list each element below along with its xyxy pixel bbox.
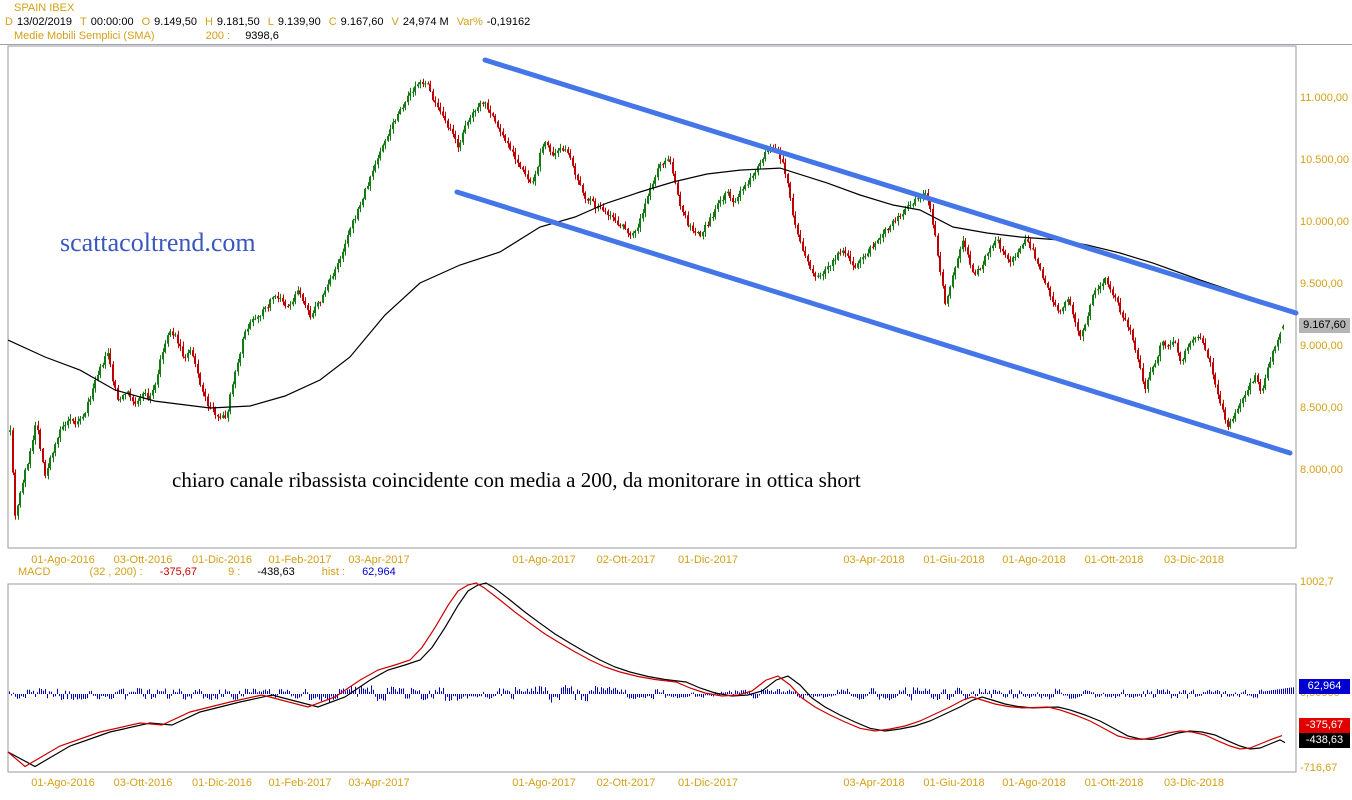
field-value: 9.139,90 <box>277 16 321 28</box>
macd-line <box>7 582 1283 768</box>
macd-min-label: -716,67 <box>1300 762 1338 774</box>
field-label: C <box>328 16 337 28</box>
ohlc-field-d: D 13/02/2019 <box>5 16 76 28</box>
price-tick-label: 10.000,00 <box>1300 216 1349 228</box>
hist-value-box: 62,964 <box>1299 679 1350 694</box>
macd-hist-label: hist : <box>321 566 345 578</box>
ohlc-field-l: L 9.139,90 <box>268 16 325 28</box>
date-tick-label: 02-Ott-2017 <box>596 777 656 789</box>
macd-value-box: -375,67 <box>1299 718 1350 733</box>
candles-up-bodies <box>9 81 1284 516</box>
date-tick-label: 01-Feb-2017 <box>268 777 332 789</box>
price-tick-label: 11.000,00 <box>1300 92 1349 104</box>
macd-signal-label: 9 : <box>228 566 241 578</box>
sma-info-bar: Medie Mobili Semplici (SMA) 200 : 9398,6 <box>14 30 283 42</box>
price-tick-label: 9.000,00 <box>1300 340 1343 352</box>
date-tick-label: 01-Ago-2017 <box>512 554 576 566</box>
date-tick-label: 01-Ago-2016 <box>31 554 95 566</box>
macd-params-label: (32 , 200) : <box>89 566 143 578</box>
ohlc-field-v: V 24,974 M <box>391 16 452 28</box>
price-tick-label: 9.500,00 <box>1300 278 1343 290</box>
field-label: Var% <box>456 16 483 28</box>
field-label: T <box>80 16 87 28</box>
macd-signal-line <box>7 582 1286 768</box>
date-tick-label: 02-Ott-2017 <box>596 554 656 566</box>
field-value: 9.181,50 <box>216 16 260 28</box>
ohlc-field-t: T 00:00:00 <box>80 16 138 28</box>
price-tick-label: 10.500,00 <box>1300 154 1349 166</box>
date-tick-label: 01-Giu-2018 <box>923 554 985 566</box>
date-tick-label: 01-Ago-2016 <box>31 777 95 789</box>
field-label: L <box>267 16 274 28</box>
date-tick-label: 01-Feb-2017 <box>268 554 332 566</box>
macd-value: -375,67 <box>159 566 198 578</box>
date-tick-label: 01-Dic-2017 <box>678 777 738 789</box>
macd-signal-value: -438,63 <box>257 566 295 578</box>
price-tick-label: 8.500,00 <box>1300 402 1343 414</box>
date-tick-label: 03-Ott-2016 <box>113 777 173 789</box>
ohlc-bar: D 13/02/2019 T 00:00:00 O 9.149,50 H 9.181,50 L 9… <box>5 16 538 28</box>
annotation-text: chiaro canale ribassista coincidente con… <box>172 468 861 492</box>
sma-value: 9398,6 <box>245 30 279 42</box>
macd-max-label: 1002,7 <box>1300 576 1334 588</box>
macd-histogram <box>9 685 1294 703</box>
field-label: O <box>141 16 151 28</box>
date-tick-label: 01-Ott-2018 <box>1084 554 1144 566</box>
field-label: V <box>391 16 399 28</box>
channel-lower-trendline <box>454 189 1293 456</box>
channel-upper-trendline <box>482 57 1299 316</box>
sma-label: Medie Mobili Semplici (SMA) <box>14 30 155 42</box>
macd-info-bar: MACD (32 , 200) : -375,67 9 : -438,63 hi… <box>18 566 396 578</box>
watermark: scattacoltrend.com <box>60 228 256 257</box>
ohlc-field-h: H 9.181,50 <box>205 16 264 28</box>
field-label: H <box>204 16 213 28</box>
date-tick-label: 01-Ott-2018 <box>1084 777 1144 789</box>
field-value: 00:00:00 <box>90 16 134 28</box>
date-tick-label: 01-Dic-2017 <box>678 554 738 566</box>
ohlc-field-c: C 9.167,60 <box>329 16 388 28</box>
field-value: 9.149,50 <box>154 16 197 28</box>
last-price-box: 9.167,60 <box>1299 318 1350 333</box>
ohlc-field-var: Var% -0,19162 <box>457 16 535 28</box>
date-tick-label: 03-Dic-2018 <box>1164 777 1224 789</box>
price-tick-label: 8.000,00 <box>1300 464 1343 476</box>
date-tick-label: 01-Giu-2018 <box>923 777 985 789</box>
date-tick-label: 03-Dic-2018 <box>1164 554 1224 566</box>
header-separator <box>0 44 1352 45</box>
macd-plot-frame <box>7 583 1297 773</box>
main-plot-frame <box>7 45 1297 549</box>
date-tick-label: 03-Apr-2017 <box>348 777 410 789</box>
date-tick-label: 03-Ott-2016 <box>113 554 173 566</box>
date-tick-label: 01-Ago-2017 <box>512 777 576 789</box>
field-value: -0,19162 <box>486 16 531 28</box>
date-tick-label: 03-Apr-2018 <box>843 554 905 566</box>
date-tick-label: 01-Ago-2018 <box>1002 554 1066 566</box>
macd-hist-value: 62,964 <box>362 566 396 578</box>
symbol-title: SPAIN IBEX <box>14 2 75 14</box>
date-tick-label: 01-Dic-2016 <box>192 554 252 566</box>
field-label: D <box>5 16 13 28</box>
date-tick-label: 01-Ago-2018 <box>1002 777 1066 789</box>
date-tick-label: 03-Apr-2018 <box>843 777 905 789</box>
signal-value-box: -438,63 <box>1299 733 1350 748</box>
sma-period-label: 200 : <box>205 30 231 42</box>
date-tick-label: 01-Dic-2016 <box>192 777 252 789</box>
symbol-header: SPAIN IBEX <box>14 2 78 14</box>
field-value: 13/02/2019 <box>16 16 73 28</box>
ohlc-field-o: O 9.149,50 <box>142 16 201 28</box>
candles-down-bodies <box>12 81 1261 516</box>
field-value: 9.167,60 <box>340 16 384 28</box>
candles-down-wicks <box>13 78 1261 520</box>
sma200-line <box>7 167 1297 409</box>
macd-label: MACD <box>18 566 51 578</box>
date-tick-label: 03-Apr-2017 <box>348 554 410 566</box>
field-value: 24,974 M <box>402 16 449 28</box>
